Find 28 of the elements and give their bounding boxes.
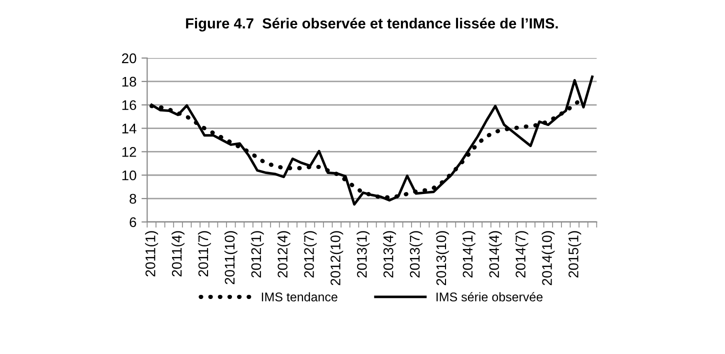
y-tick-label: 18 bbox=[122, 76, 136, 87]
y-tick-label: 14 bbox=[122, 124, 136, 134]
y-tick-label: 20 bbox=[122, 53, 136, 64]
x-tick-label: 2012(4) bbox=[277, 231, 290, 278]
y-tick-label: 10 bbox=[122, 170, 136, 180]
x-tick-label: 2014(7) bbox=[515, 231, 528, 278]
x-tick-label: 2014(10) bbox=[542, 231, 555, 286]
y-tick-label: 12 bbox=[122, 147, 136, 157]
x-tick-label: 2013(7) bbox=[410, 231, 422, 278]
legend-label: IMS série observée bbox=[436, 292, 543, 302]
y-tick-label: 8 bbox=[130, 194, 136, 204]
x-tick-label: 2015(1) bbox=[568, 231, 582, 278]
x-tick-label: 2014(4) bbox=[488, 231, 502, 278]
y-tick-label: 6 bbox=[130, 217, 136, 228]
y-tick-label: 16 bbox=[122, 100, 136, 110]
chart-title: Figure 4.7 Série observée et tendance lissée de l’IMS. bbox=[186, 18, 558, 32]
x-tick-label: 2012(10) bbox=[330, 231, 344, 286]
x-tick-label: 2011(4) bbox=[172, 231, 184, 276]
x-tick-label: 2012(7) bbox=[304, 231, 317, 278]
x-tick-label: 2013(10) bbox=[436, 231, 449, 286]
x-tick-label: 2013(1) bbox=[356, 231, 370, 278]
x-tick-label: 2013(4) bbox=[383, 231, 396, 278]
x-tick-label: 2011(10) bbox=[224, 231, 238, 284]
x-tick-label: 2012(1) bbox=[250, 231, 264, 278]
x-tick-label: 2011(1) bbox=[145, 231, 158, 276]
legend-label: IMS tendance bbox=[262, 292, 338, 302]
x-tick-label: 2014(1) bbox=[462, 231, 476, 278]
x-tick-label: 2011(7) bbox=[198, 231, 211, 276]
